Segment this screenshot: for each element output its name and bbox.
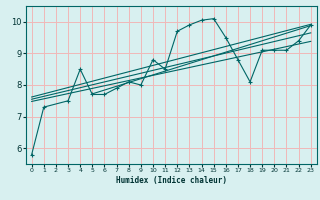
- X-axis label: Humidex (Indice chaleur): Humidex (Indice chaleur): [116, 176, 227, 185]
